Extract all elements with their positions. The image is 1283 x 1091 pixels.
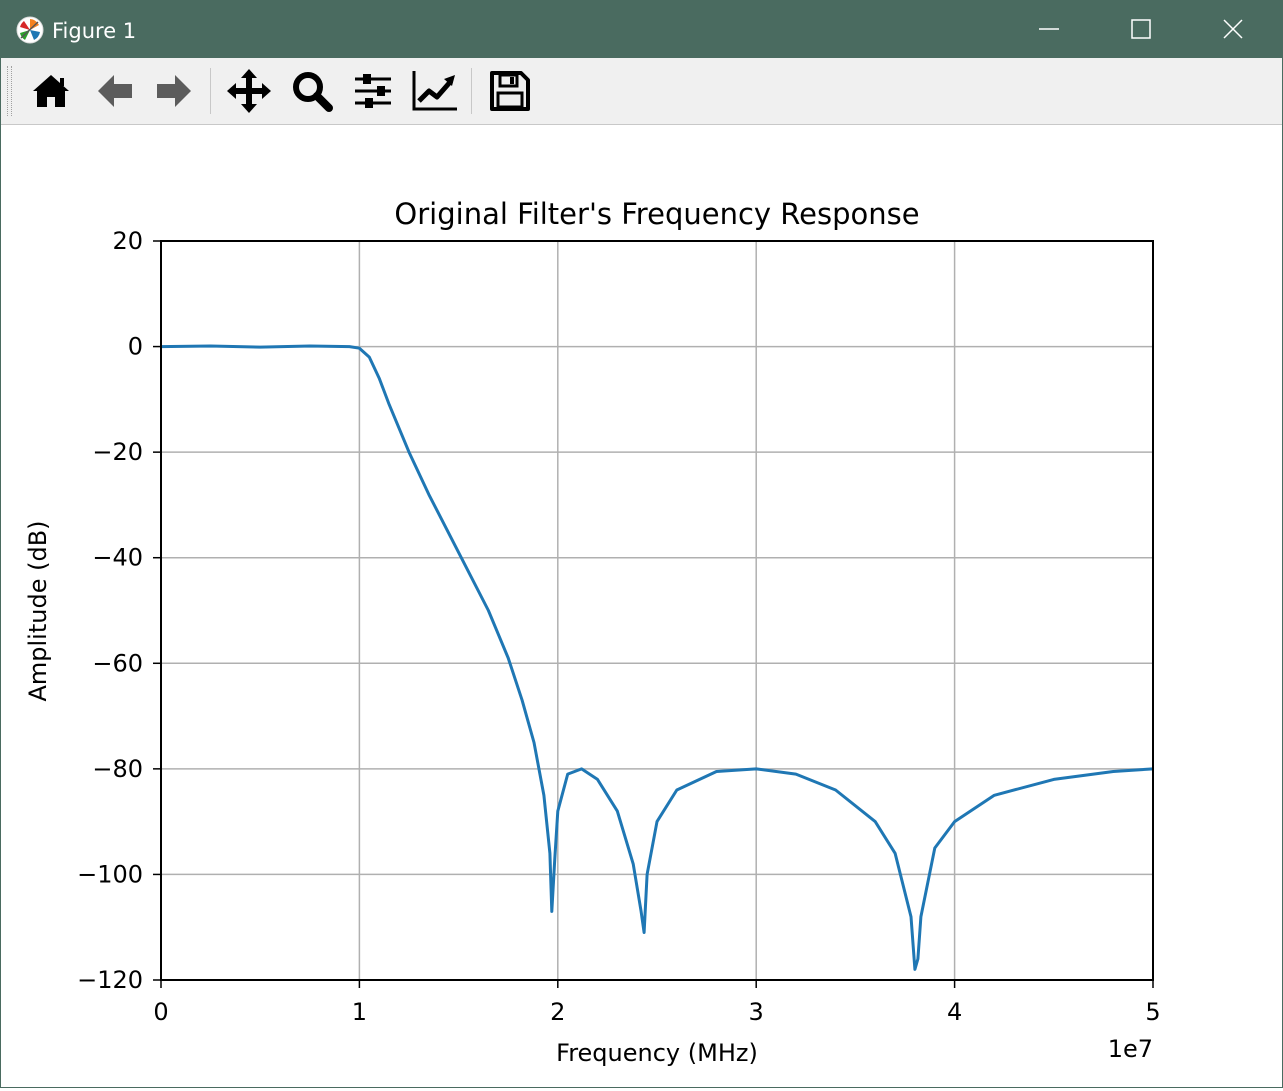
matplotlib-icon	[16, 16, 44, 44]
x-axis-label: Frequency (MHz)	[556, 1039, 758, 1067]
x-tick-label: 5	[1145, 998, 1160, 1026]
x-tick-label: 2	[550, 998, 565, 1026]
x-offset-label: 1e7	[1108, 1035, 1153, 1063]
y-tick-label: 20	[112, 227, 143, 255]
configure-subplots-icon	[355, 74, 391, 108]
x-ticks: 0 1 2 3 4 5	[153, 980, 1161, 1026]
toolbar-separator	[210, 68, 211, 114]
pan-button[interactable]	[224, 67, 274, 115]
minimize-icon	[1039, 28, 1059, 30]
edit-axis-icon	[412, 71, 457, 111]
zoom-icon	[293, 72, 333, 112]
y-tick-label: −100	[77, 860, 143, 888]
y-tick-label: −80	[92, 755, 143, 783]
maximize-icon	[1131, 19, 1151, 39]
home-button[interactable]	[26, 67, 76, 115]
pan-icon	[227, 69, 271, 113]
y-axis-label: Amplitude (dB)	[24, 520, 52, 701]
y-tick-label: −20	[92, 438, 143, 466]
navigation-toolbar	[1, 58, 1282, 125]
zoom-button[interactable]	[287, 67, 337, 115]
x-tick-label: 0	[153, 998, 168, 1026]
y-tick-label: −120	[77, 966, 143, 994]
back-arrow-icon	[98, 75, 132, 107]
toolbar-grip[interactable]	[7, 66, 12, 116]
chart: Original Filter's Frequency Response 0 1 2…	[24, 197, 1161, 1067]
x-tick-label: 4	[947, 998, 962, 1026]
close-icon	[1223, 19, 1243, 39]
forward-button[interactable]	[150, 67, 200, 115]
save-button[interactable]	[485, 67, 535, 115]
configure-subplots-button[interactable]	[348, 67, 398, 115]
maximize-button[interactable]	[1095, 0, 1187, 58]
y-tick-label: −40	[92, 544, 143, 572]
chart-title: Original Filter's Frequency Response	[394, 197, 919, 231]
home-icon	[33, 75, 69, 107]
x-tick-label: 1	[352, 998, 367, 1026]
forward-arrow-icon	[157, 75, 191, 107]
back-button[interactable]	[89, 67, 139, 115]
series-line	[160, 344, 1154, 971]
save-icon	[490, 71, 530, 111]
y-tick-label: 0	[128, 333, 143, 361]
y-tick-label: −60	[92, 649, 143, 677]
y-ticks: 20 0 −20 −40 −60 −80 −100 −120	[77, 227, 161, 994]
title-bar[interactable]: Figure 1	[0, 0, 1283, 58]
close-button[interactable]	[1187, 0, 1279, 58]
toolbar-separator	[471, 68, 472, 114]
plot-frame	[160, 240, 1154, 981]
figure-canvas[interactable]: Original Filter's Frequency Response 0 1 2…	[1, 125, 1282, 1087]
window-title: Figure 1	[52, 19, 137, 43]
edit-axis-button[interactable]	[410, 67, 460, 115]
grid	[160, 240, 1154, 981]
x-tick-label: 3	[749, 998, 764, 1026]
minimize-button[interactable]	[1003, 0, 1095, 58]
